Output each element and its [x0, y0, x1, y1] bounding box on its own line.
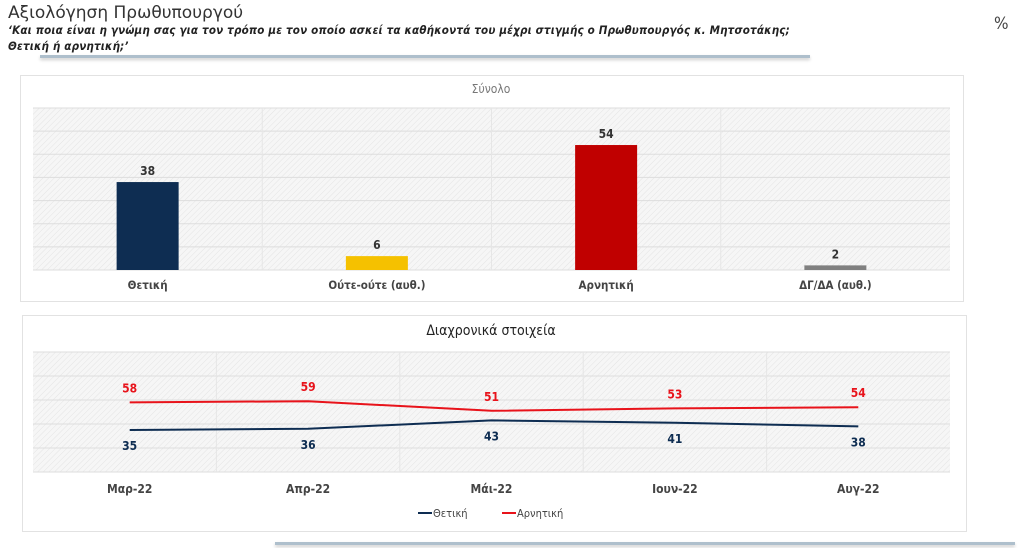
bar — [116, 182, 179, 270]
category-label: Μάι-22 — [471, 482, 513, 496]
data-label: 2 — [832, 247, 840, 261]
data-label: 35 — [122, 439, 137, 453]
question-line-2: Θετική ή αρνητική;’ — [8, 39, 129, 53]
data-label: 59 — [301, 380, 316, 394]
data-label: 6 — [373, 238, 381, 252]
line-chart-title: Διαχρονικά στοιχεία — [426, 323, 555, 339]
category-label: Αυγ-22 — [837, 482, 880, 496]
page-title: Αξιολόγηση Πρωθυπουργού — [8, 3, 244, 23]
data-label: 41 — [667, 432, 682, 446]
data-label: 51 — [484, 390, 499, 404]
data-label: 38 — [851, 435, 866, 449]
data-label: 54 — [599, 127, 615, 141]
category-label: Απρ-22 — [286, 482, 330, 496]
divider — [40, 55, 810, 58]
bar — [804, 265, 867, 270]
unit-label: % — [994, 14, 1009, 34]
category-label: Ιουν-22 — [652, 482, 698, 496]
category-label: Θετική — [128, 278, 168, 292]
bar — [575, 145, 638, 270]
data-label: 36 — [301, 438, 316, 452]
divider — [275, 542, 1015, 545]
data-label: 53 — [667, 387, 682, 401]
category-label: Μαρ-22 — [107, 482, 152, 496]
legend-label: Θετική — [433, 507, 468, 520]
series-line-positive — [129, 419, 859, 431]
series-line-negative — [129, 400, 859, 412]
question-line-1: ‘Και ποια είναι η γνώμη σας για τον τρόπ… — [8, 23, 790, 37]
question-text: ‘Και ποια είναι η γνώμη σας για τον τρόπ… — [8, 22, 790, 54]
data-label: 38 — [140, 164, 155, 178]
data-label: 43 — [484, 429, 499, 443]
data-label: 58 — [122, 381, 137, 395]
plot-area — [33, 352, 950, 472]
category-label: Αρνητική — [579, 278, 634, 292]
bar-chart-title: Σύνολο — [472, 82, 511, 96]
data-label: 54 — [851, 386, 867, 400]
category-label: ΔΓ/ΔΑ (αυθ.) — [799, 278, 872, 292]
category-label: Ούτε-ούτε (αυθ.) — [328, 278, 425, 292]
bar — [345, 256, 408, 270]
legend-label: Αρνητική — [517, 507, 563, 520]
